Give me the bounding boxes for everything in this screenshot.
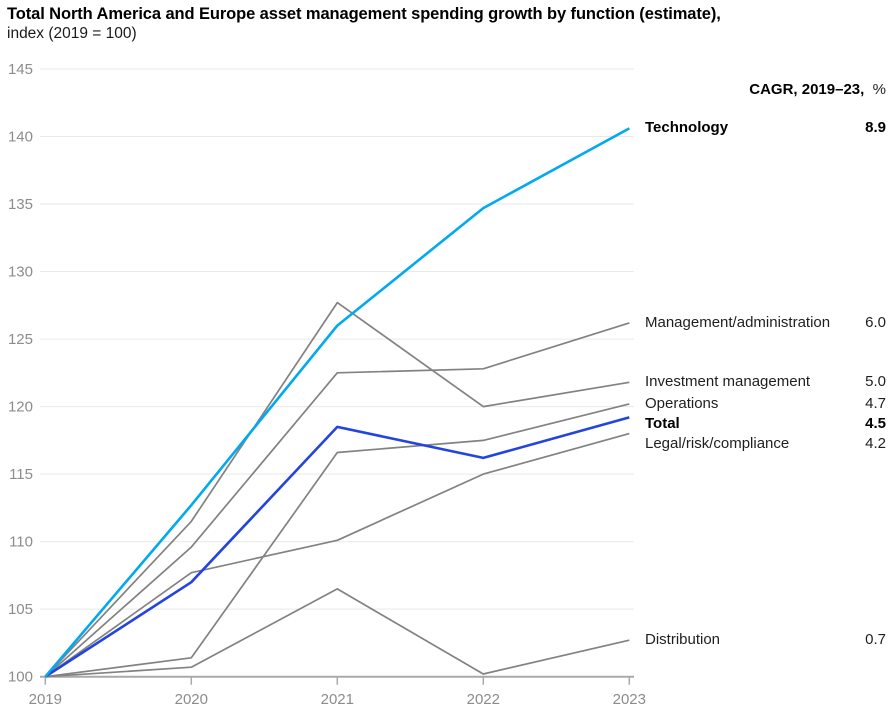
series-line-investment-management (44, 301, 630, 678)
x-tick-label-2021: 2021 (321, 691, 354, 708)
y-tick-label-140: 140 (8, 129, 33, 146)
chart-title: Total North America and Europe asset man… (7, 5, 721, 23)
title-block: Total North America and Europe asset man… (7, 4, 889, 43)
y-tick-label-100: 100 (8, 669, 33, 686)
chart-subtitle: index (2019 = 100) (7, 25, 137, 42)
series-line-operations (45, 403, 630, 678)
series-line-total (44, 416, 630, 678)
x-tick-label-2022: 2022 (467, 691, 500, 708)
y-tick-label-115: 115 (9, 466, 33, 483)
series-line-management-administration (44, 322, 630, 678)
y-tick-label-145: 145 (8, 61, 33, 78)
cagr-header-percent: % (872, 81, 886, 98)
series-line-technology (44, 127, 630, 678)
x-tick-label-2020: 2020 (175, 691, 208, 708)
series-line-distribution (45, 588, 630, 678)
y-tick-label-120: 120 (8, 399, 33, 416)
cagr-column-header: CAGR, 2019–23, % (749, 80, 886, 100)
y-tick-label-110: 110 (9, 534, 33, 551)
cagr-header-bold: CAGR, 2019–23, (749, 81, 865, 98)
x-tick-label-2023: 2023 (613, 691, 646, 708)
y-tick-label-135: 135 (8, 196, 33, 213)
x-tick-label-2019: 2019 (29, 691, 62, 708)
y-tick-label-105: 105 (8, 601, 33, 618)
y-tick-label-130: 130 (8, 264, 33, 281)
series-line-legal-risk-compliance (44, 432, 630, 678)
y-tick-label-125: 125 (8, 331, 33, 348)
